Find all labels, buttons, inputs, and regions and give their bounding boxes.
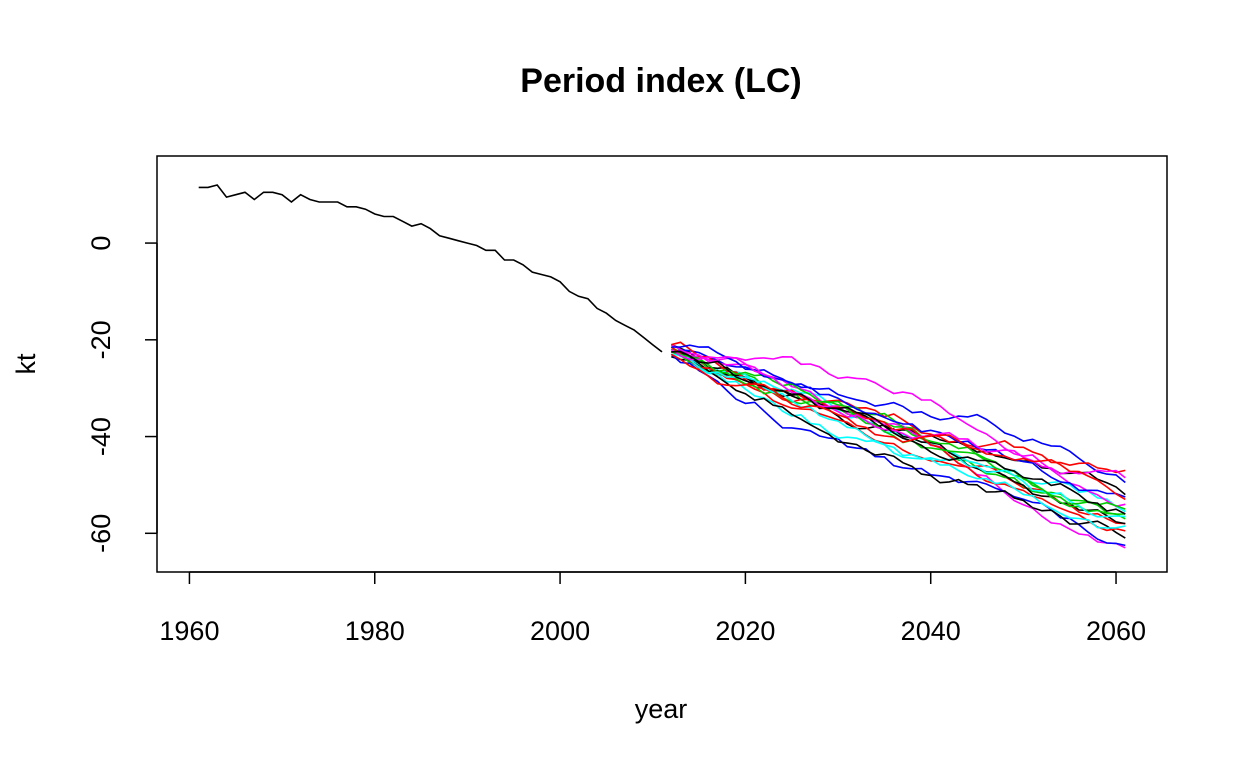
chart-title: Period index (LC) xyxy=(520,62,801,100)
forecast-series-line xyxy=(670,348,1126,479)
historical-series-line xyxy=(198,184,663,353)
forecast-series-line xyxy=(671,344,1126,498)
forecast-series-line xyxy=(671,350,1126,515)
x-axis: 1960 1980 2000 2020 2040 2060 xyxy=(159,571,1146,646)
series-layer xyxy=(198,184,1126,549)
forecast-series-line xyxy=(670,348,1126,513)
y-tick-label: -20 xyxy=(86,320,116,359)
y-tick-label: -60 xyxy=(86,514,116,553)
forecast-series-line xyxy=(671,353,1126,529)
forecast-series-line xyxy=(671,349,1126,484)
forecast-series-line xyxy=(670,346,1126,516)
y-tick-label: 0 xyxy=(86,236,116,251)
forecast-series-line xyxy=(671,348,1126,539)
x-tick-label: 2060 xyxy=(1086,616,1146,646)
y-tick-label: -40 xyxy=(86,417,116,456)
y-axis-label: kt xyxy=(11,353,41,375)
plot-frame xyxy=(156,155,1168,573)
forecast-series-line xyxy=(670,353,1126,501)
x-tick-label: 1960 xyxy=(159,616,219,646)
x-axis-label: year xyxy=(635,694,688,724)
forecast-series-line xyxy=(671,351,1126,520)
x-tick-label: 2020 xyxy=(715,616,775,646)
forecast-series-line xyxy=(671,341,1126,474)
y-axis: 0 -20 -40 -60 xyxy=(86,236,158,553)
x-tick-label: 2000 xyxy=(530,616,590,646)
x-tick-label: 2040 xyxy=(901,616,961,646)
x-tick-label: 1980 xyxy=(345,616,405,646)
forecast-series-line xyxy=(670,353,1126,547)
